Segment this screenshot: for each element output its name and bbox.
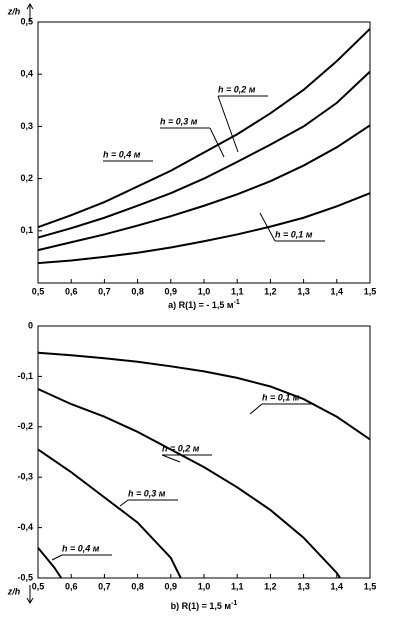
x-tick-label: 1,4 [331, 581, 344, 591]
curve-label: h = 0,1 м [275, 229, 313, 239]
curve [37, 192, 371, 265]
curve-label: h = 0,2 м [162, 443, 200, 453]
curve-label: h = 0,3 м [128, 488, 166, 498]
y-axis-label: z/h [7, 6, 21, 16]
leader-line [119, 499, 178, 507]
y-tick-label: 0,2 [20, 173, 33, 183]
y-tick-label: -0,4 [17, 522, 33, 532]
y-tick-label: 0,3 [20, 121, 33, 131]
leader-line [51, 554, 112, 561]
x-tick-label: 1,3 [297, 581, 310, 591]
y-tick-label: 0,5 [20, 16, 33, 26]
curve [37, 448, 182, 579]
x-tick-label: 1,3 [297, 286, 310, 296]
caption-superscript: -1 [231, 600, 237, 607]
x-tick-label: 1,1 [231, 286, 244, 296]
x-tick-label: 1,0 [198, 581, 211, 591]
x-tick-label: 1,2 [264, 286, 277, 296]
curve [37, 124, 371, 252]
leader-line [217, 95, 268, 153]
x-tick-label: 1,0 [198, 286, 211, 296]
curve [37, 70, 371, 239]
y-tick-label: -0,2 [17, 421, 33, 431]
caption-text: a) R(1) = - 1,5 м [168, 300, 234, 310]
y-tick-label: -0,3 [17, 472, 33, 482]
axis-arrow [26, 3, 34, 22]
leader-line [160, 127, 225, 158]
caption: b) R(1) = 1,5 м-1 [171, 600, 238, 612]
x-tick-label: 1,5 [364, 286, 377, 296]
caption: a) R(1) = - 1,5 м-1 [168, 299, 240, 311]
axis-arrow [26, 585, 34, 604]
x-tick-label: 1,2 [264, 581, 277, 591]
y-tick-label: 0,4 [20, 69, 33, 79]
x-tick-label: 0,7 [98, 581, 111, 591]
x-tick-label: 1,5 [364, 581, 377, 591]
leader-line [249, 403, 312, 415]
curve-label: h = 0,4 м [62, 543, 100, 553]
x-tick-label: 0,5 [32, 581, 45, 591]
x-tick-label: 0,8 [131, 581, 144, 591]
x-tick-label: 0,9 [165, 581, 178, 591]
curve-label: h = 0,4 м [103, 149, 141, 159]
y-tick-label: 0 [28, 320, 33, 330]
curve [37, 547, 63, 579]
curve-label: h = 0,2 м [218, 84, 256, 94]
y-axis-label: z/h [7, 586, 21, 596]
x-tick-label: 0,6 [65, 581, 78, 591]
x-tick-label: 0,6 [65, 286, 78, 296]
x-tick-label: 1,1 [231, 581, 244, 591]
leader-line [259, 212, 325, 242]
curve [37, 28, 371, 229]
plot-frame [37, 325, 371, 579]
caption-text: b) R(1) = 1,5 м [171, 601, 232, 611]
curve [37, 351, 371, 441]
curve-label: h = 0,1 м [262, 392, 300, 402]
y-tick-label: 0,1 [20, 225, 33, 235]
leader-line [161, 454, 212, 463]
x-tick-label: 1,4 [331, 286, 344, 296]
caption-superscript: -1 [234, 299, 240, 306]
curve-label: h = 0,3 м [160, 116, 198, 126]
x-tick-label: 0,8 [131, 286, 144, 296]
x-tick-label: 0,7 [98, 286, 111, 296]
y-tick-label: -0,5 [17, 572, 33, 582]
curve [37, 388, 341, 579]
x-tick-label: 0,5 [32, 286, 45, 296]
y-tick-label: -0,1 [17, 371, 33, 381]
x-tick-label: 0,9 [165, 286, 178, 296]
